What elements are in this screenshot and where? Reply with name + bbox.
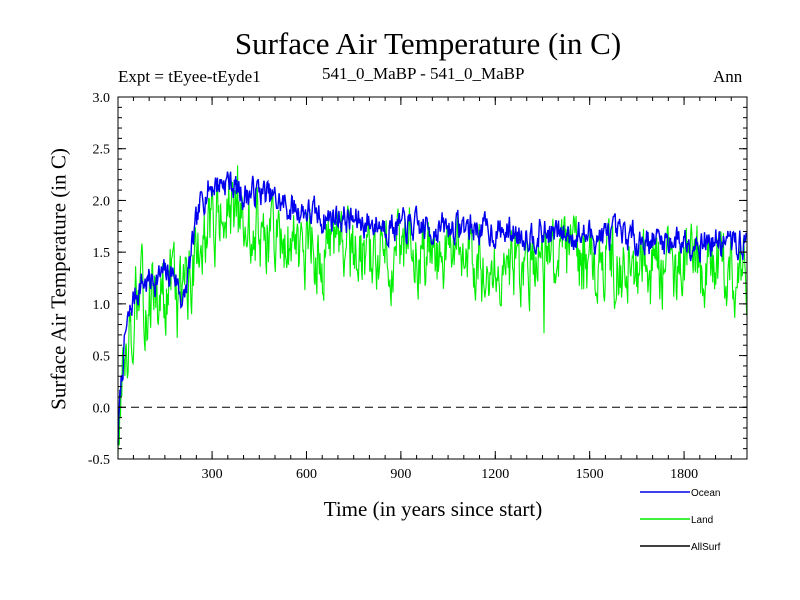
y-tick-label: 1.5	[93, 246, 111, 261]
y-tick-label: 2.0	[93, 194, 111, 209]
legend-label-ocean: Ocean	[691, 488, 720, 499]
series-layer	[117, 165, 748, 455]
y-tick-label: 0.5	[93, 350, 111, 365]
tick-layer: -0.5 0.0 0.5 1.0 1.5 2.0 2.5 3.0 300 600 900 1200 15…	[88, 91, 747, 482]
x-tick-label: 1200	[481, 467, 509, 482]
y-tick-label: 1.0	[93, 298, 111, 313]
legend: Ocean Land AllSurf	[640, 488, 721, 553]
legend-label-allsurf: AllSurf	[691, 542, 721, 553]
x-tick-label: 600	[296, 467, 317, 482]
x-tick-label: 300	[202, 467, 223, 482]
y-tick-label: -0.5	[88, 453, 110, 468]
series-line-ocean	[117, 171, 748, 445]
x-tick-label: 1500	[576, 467, 604, 482]
chart-title: Surface Air Temperature (in C)	[234, 26, 622, 61]
y-tick-label: 0.0	[93, 401, 111, 416]
x-axis-label: Time (in years since start)	[323, 497, 543, 521]
plot-frame	[117, 96, 748, 460]
y-tick-label: 3.0	[93, 91, 111, 106]
x-tick-label: 1800	[670, 467, 698, 482]
experiment-label: Expt = tEyee-tEyde1	[118, 67, 261, 86]
series-line-land	[117, 165, 748, 455]
season-label: Ann	[713, 67, 743, 86]
legend-label-land: Land	[691, 515, 713, 526]
x-tick-label: 900	[390, 467, 411, 482]
run-comparison-label: 541_0_MaBP - 541_0_MaBP	[322, 64, 525, 83]
y-tick-label: 2.5	[93, 143, 111, 158]
